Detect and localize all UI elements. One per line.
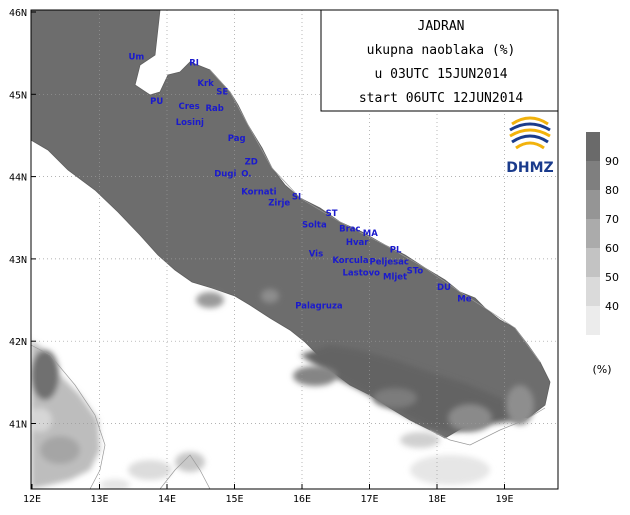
dhmz-logo: DHMZ	[506, 116, 554, 176]
title-line-2: ukupna naoblaka (%)	[367, 43, 516, 58]
place-label: Me	[457, 295, 471, 305]
legend-tick-label: 50	[605, 271, 619, 284]
place-label: Mljet	[383, 272, 407, 282]
lat-label: 46N	[9, 8, 27, 19]
lon-label: 15E	[225, 494, 243, 505]
legend-swatch	[586, 132, 600, 161]
legend-tick-label: 80	[605, 184, 619, 197]
place-label: Zirje	[268, 198, 290, 208]
place-label: Rab	[205, 104, 223, 114]
place-label: Kornati	[241, 188, 276, 198]
lighter-cloud-patches	[196, 289, 534, 432]
place-label: SI	[292, 193, 301, 203]
place-label: Brac	[339, 225, 360, 235]
place-label: Um	[129, 53, 145, 63]
place-label: Korcula	[332, 256, 368, 266]
place-label: Krk	[197, 79, 214, 89]
place-label: PL	[390, 245, 402, 255]
place-label: ST	[326, 209, 338, 219]
place-label: O.	[241, 170, 251, 180]
land-cloud-patches	[31, 340, 490, 489]
legend-swatch	[586, 306, 600, 335]
legend-tick-label: 40	[605, 300, 619, 313]
place-label: SE	[216, 87, 228, 97]
dhmz-logo-emblem	[509, 116, 551, 150]
legend-swatch	[586, 219, 600, 248]
title-line-4: start 06UTC 12JUN2014	[359, 91, 524, 106]
legend-swatch	[586, 248, 600, 277]
place-label: DU	[437, 283, 451, 293]
place-label: Palagruza	[295, 301, 343, 311]
axis-ticks: 12E 13E 14E 15E 16E 17E 18E 19E 46N 45N 44N 43N 42N 4…	[9, 8, 514, 505]
color-legend: 90 80 70 60 50 40	[586, 132, 619, 335]
place-label: Hvar	[346, 238, 369, 248]
place-label: Dugi	[214, 170, 236, 180]
place-label: Lastovo	[343, 268, 381, 278]
legend-tick-label: 70	[605, 213, 619, 226]
place-label: Cres	[178, 102, 199, 112]
place-label: Solta	[302, 221, 327, 231]
lat-label: 43N	[9, 255, 27, 266]
place-label: Vis	[309, 249, 323, 259]
dhmz-logo-text: DHMZ	[506, 160, 553, 176]
lon-label: 16E	[293, 494, 311, 505]
title-line-3: u 03UTC 15JUN2014	[374, 67, 507, 82]
legend-swatch	[586, 277, 600, 306]
place-label: Pag	[228, 134, 246, 144]
legend-swatch	[586, 161, 600, 190]
place-label: Losinj	[176, 118, 204, 128]
legend-tick-label: 60	[605, 242, 619, 255]
coastline	[31, 69, 546, 489]
lon-label: 13E	[90, 494, 108, 505]
place-label: STo	[407, 267, 424, 277]
legend-unit: (%)	[592, 363, 611, 376]
lon-label: 19E	[495, 494, 513, 505]
legend-swatch	[586, 190, 600, 219]
lat-label: 45N	[9, 90, 27, 101]
plot-frame	[30, 9, 559, 490]
legend-tick-label: 90	[605, 155, 619, 168]
lon-label: 12E	[23, 494, 41, 505]
lon-label: 17E	[360, 494, 378, 505]
lon-label: 14E	[158, 494, 176, 505]
lat-label: 41N	[9, 420, 27, 431]
lat-label: 42N	[9, 337, 27, 348]
lon-label: 18E	[428, 494, 446, 505]
place-label: RI	[189, 58, 199, 68]
title-box: JADRAN ukupna naoblaka (%) u 03UTC 15JUN…	[320, 9, 559, 112]
place-label: PU	[150, 97, 163, 107]
place-label: Peljesac	[370, 258, 409, 268]
title-line-1: JADRAN	[418, 19, 465, 34]
place-label: MA	[363, 229, 378, 239]
place-label: ZD	[245, 157, 258, 167]
lat-label: 44N	[9, 173, 27, 184]
